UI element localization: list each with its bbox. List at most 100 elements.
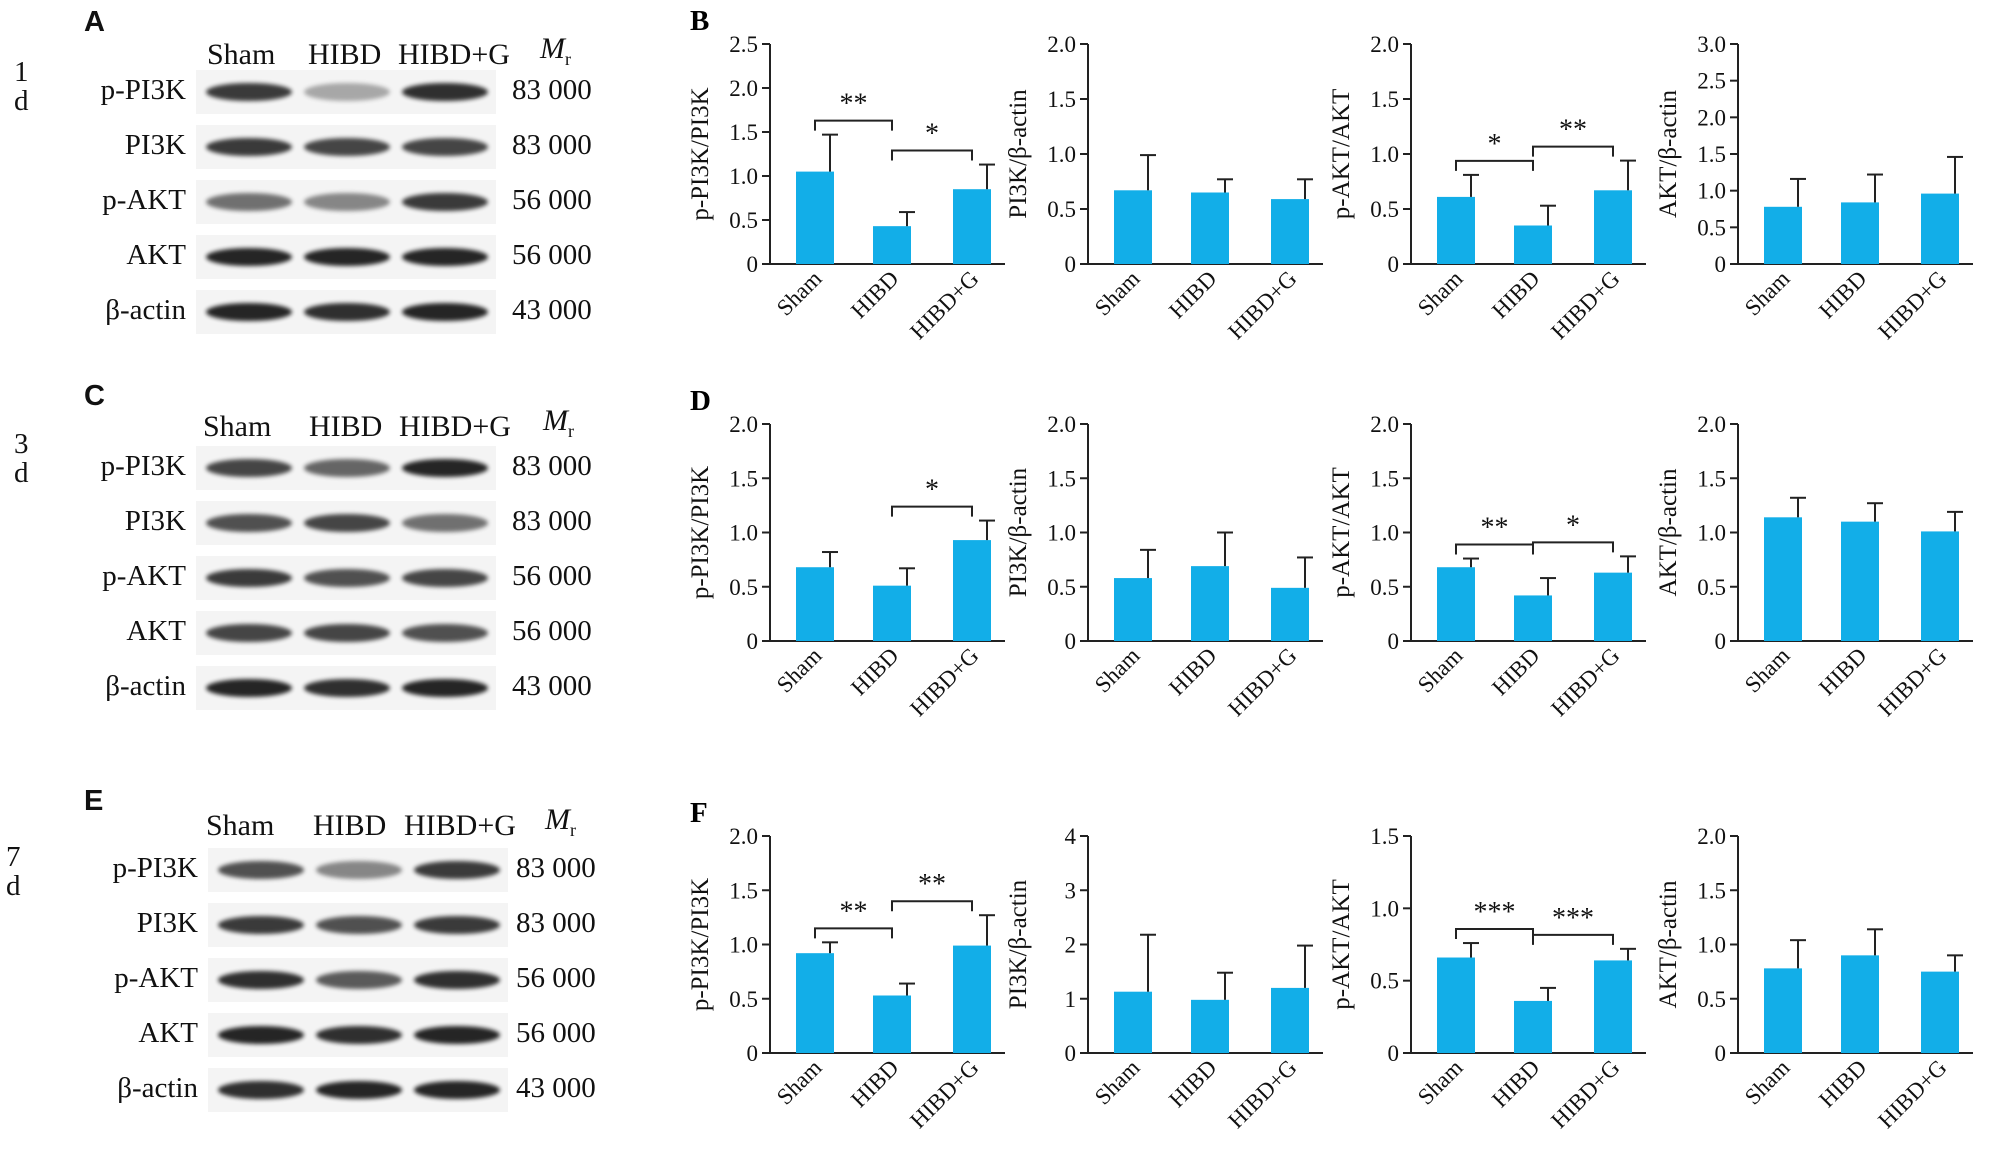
x-tick-label: Sham <box>1413 266 1468 321</box>
y-tick-label: 1.5 <box>1047 87 1076 112</box>
y-tick-label: 0 <box>747 1041 759 1066</box>
bar <box>1594 572 1632 641</box>
blot-strip <box>196 235 496 279</box>
timepoint-label: 3 d <box>14 428 29 489</box>
bar <box>953 189 991 264</box>
bar <box>1514 595 1552 641</box>
y-tick-label: 0 <box>1388 252 1400 277</box>
protein-band <box>206 193 292 211</box>
significance-label: *** <box>1474 897 1516 928</box>
protein-band <box>316 971 402 989</box>
blot-row-label: p-PI3K <box>100 450 186 482</box>
blot-strip <box>208 1013 508 1057</box>
protein-band <box>414 916 500 934</box>
y-tick-label: 0 <box>1065 629 1077 654</box>
y-tick-label: 1.5 <box>1370 87 1399 112</box>
y-tick-label: 2.0 <box>1697 412 1726 437</box>
y-tick-label: 1.5 <box>1370 466 1399 491</box>
x-tick-label: Sham <box>772 1055 827 1110</box>
y-tick-label: 2.0 <box>729 824 758 849</box>
protein-band <box>414 971 500 989</box>
y-axis-label: AKT/β-actin <box>1655 468 1682 596</box>
y-tick-label: 1.5 <box>729 466 758 491</box>
y-tick-label: 0.5 <box>1047 575 1076 600</box>
bar <box>1191 999 1229 1053</box>
x-tick-label: HIBD <box>1814 266 1871 323</box>
x-tick-label: Sham <box>772 643 827 698</box>
protein-band <box>304 679 390 697</box>
protein-band <box>206 303 292 321</box>
blot-row-label: PI3K <box>124 129 186 161</box>
bar <box>1114 578 1152 641</box>
significance-bracket <box>1532 541 1614 553</box>
blot-strip <box>208 903 508 947</box>
bar <box>1114 991 1152 1053</box>
x-tick-label: HIBD <box>1814 643 1871 700</box>
y-tick-label: 1.5 <box>1370 824 1399 849</box>
blot-strip <box>208 1068 508 1112</box>
molecular-weight: 56 000 <box>512 560 592 592</box>
blot-row-label: p-PI3K <box>100 74 186 106</box>
y-tick-label: 0.5 <box>1370 575 1399 600</box>
x-tick-label: Sham <box>1740 266 1795 321</box>
y-tick-label: 0 <box>747 629 759 654</box>
bar <box>1764 968 1802 1053</box>
protein-band <box>402 514 488 532</box>
x-tick-label: HIBD <box>846 1055 903 1112</box>
molecular-weight: 83 000 <box>512 505 592 537</box>
significance-bracket <box>1455 928 1534 940</box>
x-tick-label: HIBD <box>1487 1055 1544 1112</box>
y-tick-label: 1.5 <box>1697 466 1726 491</box>
protein-band <box>218 1081 304 1099</box>
significance-bracket <box>891 149 973 161</box>
protein-band <box>304 514 390 532</box>
y-axis-label: PI3K/β-actin <box>1005 467 1032 597</box>
lane-label: Sham <box>207 38 276 71</box>
protein-band <box>414 861 500 879</box>
blot-strip <box>196 290 496 334</box>
protein-band <box>206 83 292 101</box>
x-tick-label: HIBD+G <box>905 643 983 721</box>
significance-label: * <box>1566 510 1580 541</box>
x-tick-label: Sham <box>772 266 827 321</box>
protein-band <box>206 459 292 477</box>
protein-band <box>304 138 390 156</box>
x-tick-label: Sham <box>1740 643 1795 698</box>
y-tick-label: 2.0 <box>1697 824 1726 849</box>
blot-strip <box>208 848 508 892</box>
molecular-weight: 83 000 <box>512 129 592 161</box>
y-tick-label: 1.0 <box>1047 521 1076 546</box>
bar <box>1594 960 1632 1053</box>
y-tick-label: 1.5 <box>1047 466 1076 491</box>
y-tick-label: 2.0 <box>729 412 758 437</box>
blot-row-label: PI3K <box>124 505 186 537</box>
protein-band <box>402 248 488 266</box>
x-tick-label: HIBD <box>1164 266 1221 323</box>
blot-row-label: p-AKT <box>102 184 186 216</box>
y-tick-label: 1.5 <box>1697 142 1726 167</box>
bar <box>1841 521 1879 641</box>
protein-band <box>402 569 488 587</box>
y-tick-label: 0 <box>1715 629 1727 654</box>
x-tick-label: Sham <box>1090 266 1145 321</box>
y-axis-label: PI3K/β-actin <box>1005 89 1032 219</box>
lane-label: HIBD <box>309 410 383 443</box>
molecular-weight: 56 000 <box>516 1017 596 1049</box>
protein-band <box>402 679 488 697</box>
y-tick-label: 1.5 <box>1697 878 1726 903</box>
bar <box>1191 192 1229 264</box>
molecular-weight: 56 000 <box>516 962 596 994</box>
molecular-weight: 83 000 <box>512 450 592 482</box>
bar <box>796 171 834 264</box>
y-tick-label: 1.0 <box>1047 142 1076 167</box>
molecular-weight: 56 000 <box>512 239 592 271</box>
y-tick-label: 1.5 <box>729 120 758 145</box>
y-tick-label: 2.0 <box>1370 412 1399 437</box>
blot-row-label: AKT <box>126 239 186 271</box>
significance-label: ** <box>1559 115 1587 146</box>
protein-band <box>316 861 402 879</box>
bar <box>1191 566 1229 641</box>
significance-label: ** <box>840 89 868 120</box>
blot-row-label: β-actin <box>105 294 186 326</box>
bar <box>873 995 911 1053</box>
